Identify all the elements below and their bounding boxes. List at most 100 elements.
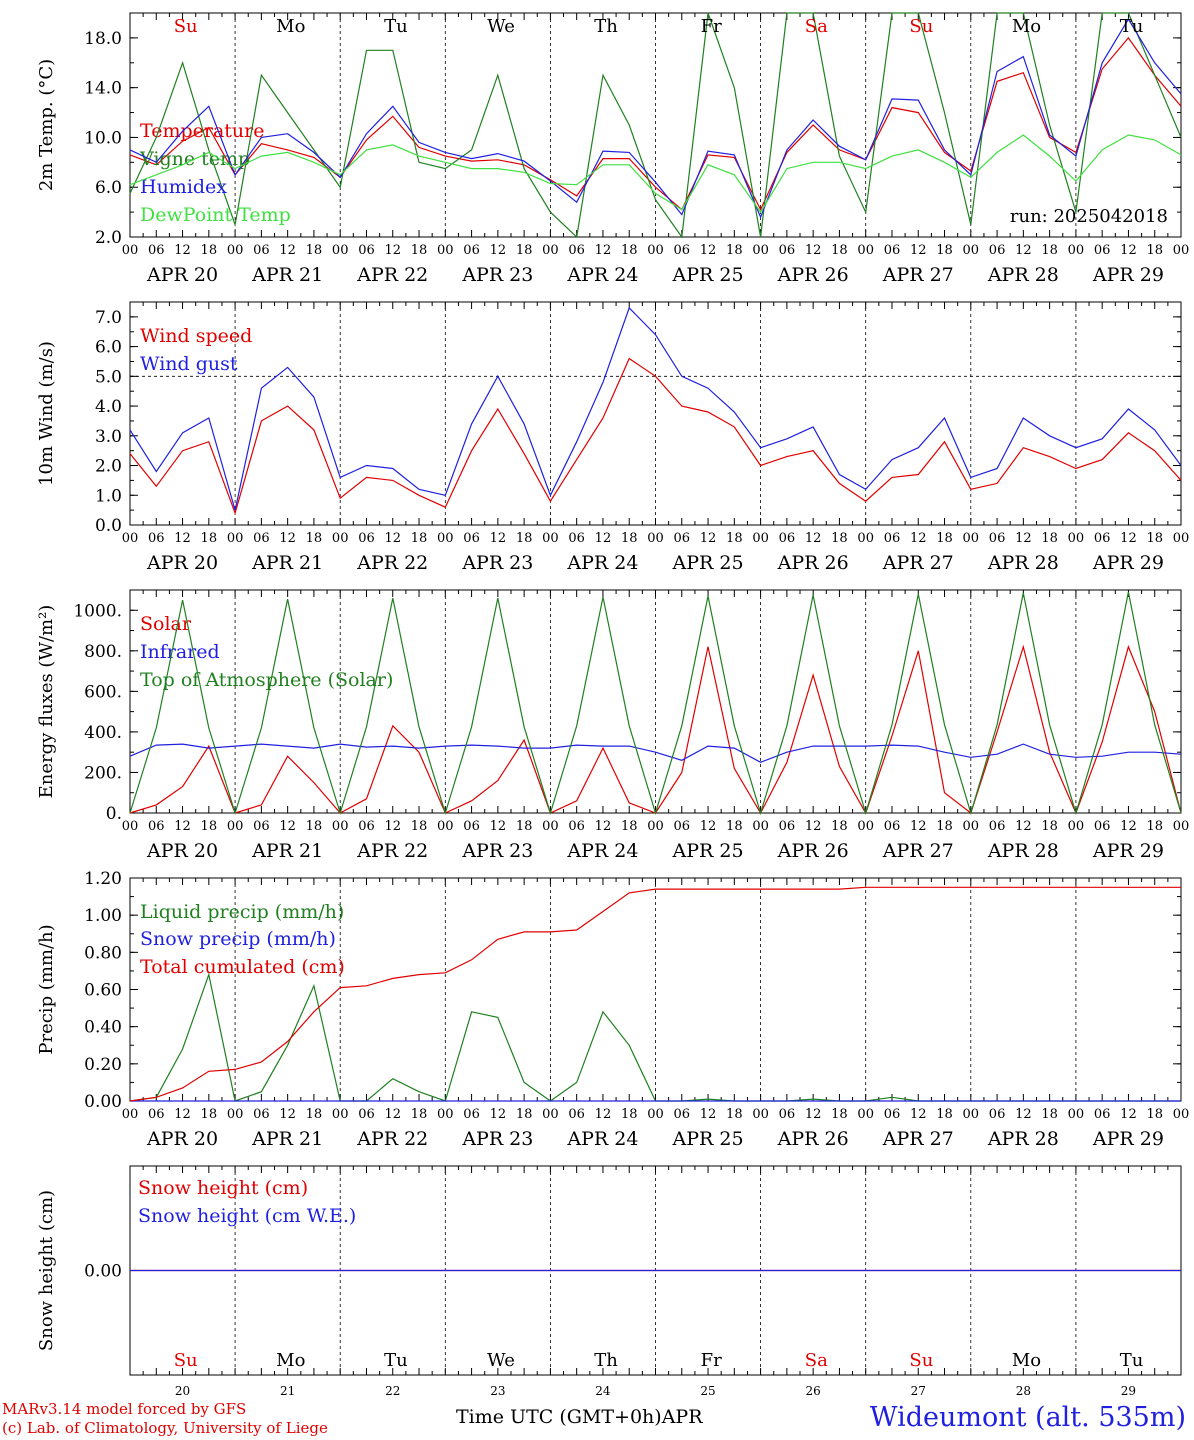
hour-tick-label: 18 <box>411 531 428 546</box>
hour-tick-label: 06 <box>358 243 375 258</box>
y-tick-label: 1.0 <box>95 486 122 506</box>
y-tick-label: 0.20 <box>84 1055 122 1075</box>
hour-tick-label: 06 <box>884 243 901 258</box>
series-line-top-of-atmosphere-solar- <box>129 591 1182 816</box>
y-tick-label: 0.0 <box>95 516 122 536</box>
hour-tick-label: 00 <box>1068 531 1085 546</box>
hour-tick-label: 18 <box>516 531 533 546</box>
hour-tick-label: 00 <box>332 1107 349 1122</box>
date-label: APR 20 <box>146 840 218 862</box>
hour-tick-label: 06 <box>674 819 691 834</box>
y-tick-label: 0.40 <box>84 1018 122 1038</box>
hour-tick-label: 18 <box>306 1107 323 1122</box>
hour-tick-label: 06 <box>148 243 165 258</box>
hour-tick-label: 12 <box>279 819 296 834</box>
hour-tick-label: 06 <box>463 819 480 834</box>
hour-tick-label: 18 <box>936 1107 953 1122</box>
hour-tick-label: 18 <box>411 243 428 258</box>
panel-4: 0.00 0.20 0.40 0.60 0.80 1.00 1.20 Precip (mm/h… <box>36 869 1189 1150</box>
y-tick-label: 0.60 <box>84 981 122 1001</box>
date-label: APR 20 <box>146 264 218 286</box>
date-label: APR 26 <box>777 552 849 574</box>
time-axis-title: Time UTC (GMT+0h)APR <box>456 1406 703 1428</box>
hour-tick-label: 00 <box>437 819 454 834</box>
hour-tick-label: 18 <box>1041 819 1058 834</box>
legend-label: Liquid precip (mm/h) <box>140 901 344 923</box>
hour-tick-label: 00 <box>647 1107 664 1122</box>
date-label: APR 28 <box>987 840 1059 862</box>
series-line-dewpoint-temp <box>129 134 1182 214</box>
hour-tick-label: 12 <box>595 531 612 546</box>
hour-tick-label: 12 <box>595 1107 612 1122</box>
hour-tick-label: 18 <box>726 243 743 258</box>
series-line-infrared <box>129 743 1182 763</box>
hour-tick-label: 06 <box>884 819 901 834</box>
hour-tick-label: 12 <box>700 531 717 546</box>
y-axis-label: Snow height (cm) <box>36 1190 57 1351</box>
hour-tick-label: 00 <box>1173 1107 1190 1122</box>
hour-tick-label: 18 <box>831 243 848 258</box>
date-label: APR 26 <box>777 840 849 862</box>
weekday-label: Fr <box>701 1350 722 1371</box>
y-axis-label: 2m Temp. (°C) <box>36 59 57 191</box>
hour-tick-label: 12 <box>700 243 717 258</box>
y-tick-label: 18.0 <box>84 29 122 49</box>
weekday-label: We <box>487 16 515 37</box>
hour-tick-label: 12 <box>174 531 191 546</box>
hour-tick-label: 00 <box>1068 819 1085 834</box>
date-label: APR 24 <box>566 1128 638 1150</box>
date-label: APR 29 <box>1092 264 1164 286</box>
hour-tick-label: 18 <box>726 1107 743 1122</box>
hour-tick-label: 00 <box>227 1107 244 1122</box>
y-tick-label: 0.80 <box>84 943 122 963</box>
hour-tick-label: 12 <box>1120 243 1137 258</box>
hour-tick-label: 18 <box>621 1107 638 1122</box>
y-tick-label: 5.0 <box>95 367 122 387</box>
weekday-label: Su <box>909 1350 933 1371</box>
y-axis-label: 10m Wind (m/s) <box>36 341 57 486</box>
hour-tick-label: 06 <box>463 1107 480 1122</box>
legend-label: Humidex <box>140 176 227 198</box>
date-label: APR 27 <box>882 264 954 286</box>
weekday-label: Tu <box>384 1350 408 1371</box>
y-tick-label: 2.0 <box>95 457 122 477</box>
hour-tick-label: 12 <box>910 531 927 546</box>
date-label: APR 22 <box>356 264 428 286</box>
weekday-label: Mo <box>276 16 305 37</box>
hour-tick-label: 12 <box>910 1107 927 1122</box>
hour-tick-label: 12 <box>490 1107 507 1122</box>
date-label: APR 25 <box>672 1128 744 1150</box>
hour-tick-label: 06 <box>568 531 585 546</box>
date-label: APR 29 <box>1092 1128 1164 1150</box>
weekday-label: Su <box>174 1350 198 1371</box>
day-number-label: 22 <box>385 1384 400 1398</box>
hour-tick-label: 06 <box>358 531 375 546</box>
date-label: APR 29 <box>1092 552 1164 574</box>
hour-tick-label: 18 <box>306 243 323 258</box>
hour-tick-label: 00 <box>857 1107 874 1122</box>
series-line-vigne-temp <box>129 12 1182 239</box>
date-label: APR 29 <box>1092 840 1164 862</box>
time-label: Time UTC (GMT+0h) <box>456 1406 662 1428</box>
hour-tick-label: 12 <box>279 531 296 546</box>
panel-2: 0.0 1.0 2.0 3.0 4.0 5.0 6.0 7.0 10m Wind (m/s) Wi… <box>36 301 1189 574</box>
hour-tick-label: 00 <box>122 1107 139 1122</box>
hour-tick-label: 12 <box>174 819 191 834</box>
date-label: APR 26 <box>777 1128 849 1150</box>
hour-tick-label: 00 <box>752 819 769 834</box>
hour-tick-label: 18 <box>201 531 218 546</box>
hour-tick-label: 00 <box>647 531 664 546</box>
day-number-label: 24 <box>595 1384 611 1398</box>
weekday-label: Su <box>174 16 198 37</box>
weekday-label: Th <box>594 1350 618 1371</box>
hour-tick-label: 06 <box>779 1107 796 1122</box>
hour-tick-label: 00 <box>542 243 559 258</box>
hour-tick-label: 06 <box>253 819 270 834</box>
hour-tick-label: 12 <box>910 819 927 834</box>
legend-label: DewPoint Temp <box>140 204 291 226</box>
hour-tick-label: 00 <box>542 531 559 546</box>
hour-tick-label: 12 <box>805 1107 822 1122</box>
date-label: APR 25 <box>672 264 744 286</box>
weekday-label: Tu <box>1120 16 1144 37</box>
hour-tick-label: 06 <box>884 1107 901 1122</box>
